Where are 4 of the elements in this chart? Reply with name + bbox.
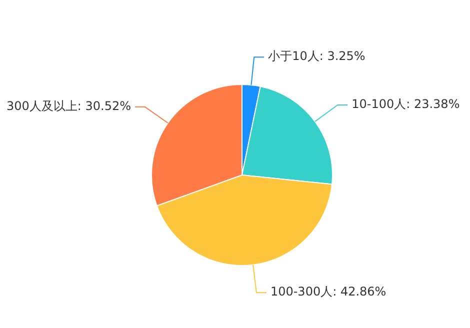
slice-label: 小于10人: 3.25% xyxy=(268,49,366,64)
slice-label: 100-300人: 42.86% xyxy=(270,284,386,299)
slice-label: 10-100人: 23.38% xyxy=(352,97,460,112)
slice-label: 300人及以上: 30.52% xyxy=(6,99,132,114)
